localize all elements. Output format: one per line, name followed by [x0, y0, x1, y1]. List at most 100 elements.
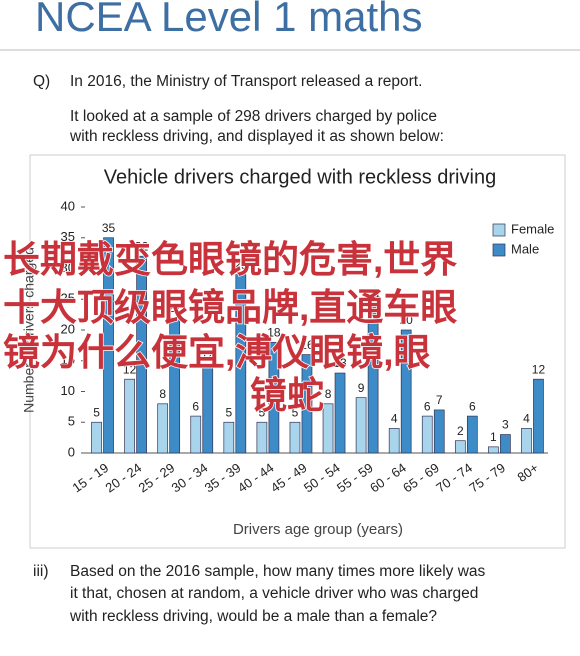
- value-label: 13: [333, 356, 347, 370]
- bar: [466, 415, 478, 454]
- x-axis-title: Drivers age group (years): [233, 521, 403, 538]
- legend-label: Female: [511, 221, 554, 236]
- value-label: 2: [457, 424, 464, 438]
- x-tick-label: 70 - 74: [433, 460, 475, 496]
- value-label: 18: [267, 325, 281, 339]
- bar: [169, 317, 181, 454]
- bar: [157, 403, 169, 454]
- bar: [91, 421, 102, 454]
- value-label: 5: [292, 405, 299, 419]
- bar: [103, 237, 114, 454]
- bar: [355, 397, 367, 454]
- y-axis-title: Number of drivers charged: [21, 247, 37, 413]
- x-tick-label: 60 - 64: [367, 460, 409, 496]
- bar: [202, 366, 214, 454]
- value-label: 35: [102, 221, 116, 235]
- value-label: 5: [93, 405, 100, 419]
- value-label: 6: [469, 399, 476, 413]
- value-label: 5: [225, 405, 232, 419]
- x-tick-label: 40 - 44: [235, 460, 277, 496]
- bar: [235, 274, 247, 454]
- part-line: it that, chosen at random, a vehicle dri…: [70, 585, 478, 602]
- bar: [367, 305, 379, 454]
- bar: [301, 354, 313, 454]
- legend-label: Male: [511, 241, 539, 256]
- value-label: 22: [168, 301, 182, 315]
- value-label: 29: [234, 258, 248, 272]
- y-tick-label: 25: [61, 291, 75, 306]
- x-tick-label: 80+: [514, 460, 541, 485]
- value-label: 16: [300, 338, 314, 352]
- bar: [454, 440, 466, 454]
- chart-title: Vehicle drivers charged with reckless dr…: [104, 166, 496, 188]
- question-line: It looked at a sample of 298 drivers cha…: [70, 108, 437, 125]
- question-marker: Q): [33, 73, 50, 90]
- part-marker: iii): [33, 563, 49, 580]
- x-tick-label: 75 - 79: [466, 460, 508, 496]
- overlay-text: 镜为什么便宜,溥仪眼镜,眼: [3, 332, 431, 373]
- y-tick-label: 10: [61, 383, 75, 398]
- bar: [223, 421, 235, 454]
- y-tick-label: 0: [68, 444, 75, 459]
- y-tick-label: 35: [61, 229, 75, 244]
- header-title: NCEA Level 1 maths: [35, 0, 423, 40]
- overlay: 长期戴变色眼镜的危害,世界十大顶级眼镜品牌,直通车眼镜为什么便宜,溥仪眼镜,眼镜…: [2, 238, 458, 417]
- x-tick-label: 30 - 34: [169, 460, 211, 496]
- bar: [500, 434, 511, 454]
- value-label: 1: [490, 430, 497, 444]
- x-tick-label: 15 - 19: [69, 460, 111, 496]
- bar: [289, 421, 301, 454]
- value-label: 8: [325, 387, 332, 401]
- value-label: 5: [259, 405, 266, 419]
- x-tick-label: 35 - 39: [202, 460, 244, 496]
- bar: [388, 428, 400, 454]
- bar: [521, 428, 532, 454]
- bar: [322, 403, 334, 454]
- x-tick-label: 50 - 54: [301, 460, 343, 496]
- x-tick-label: 20 - 24: [103, 460, 145, 496]
- overlay-text: 长期戴变色眼镜的危害,世界: [3, 239, 457, 280]
- value-label: 6: [192, 399, 199, 413]
- value-label: 14: [201, 350, 215, 364]
- value-label: 32: [135, 239, 149, 253]
- x-tick-label: 55 - 59: [334, 460, 376, 496]
- chart-frame: [29, 154, 566, 549]
- value-label: 12: [123, 362, 137, 376]
- y-tick-label: 30: [61, 260, 75, 275]
- legend-swatch: [492, 223, 506, 237]
- bar: [268, 341, 280, 454]
- legend-swatch: [492, 243, 506, 257]
- value-label: 20: [399, 313, 413, 327]
- question-line: with reckless driving, and displayed it …: [69, 128, 444, 145]
- bar: [256, 421, 268, 454]
- bar: [400, 329, 412, 454]
- value-label: 4: [523, 412, 530, 426]
- value-label: 9: [358, 381, 365, 395]
- bar: [533, 378, 544, 454]
- bar: [124, 378, 135, 454]
- value-label: 24: [366, 289, 380, 303]
- overlay-text: 十大顶级眼镜品牌,直通车眼: [3, 287, 457, 328]
- value-label: 7: [436, 393, 443, 407]
- value-label: 12: [532, 362, 546, 376]
- y-tick-label: 20: [61, 321, 75, 336]
- value-label: 6: [424, 399, 431, 413]
- y-tick-label: 15: [61, 352, 75, 367]
- bar: [334, 372, 346, 454]
- bar: [433, 409, 445, 454]
- overlay-text: 镜蛇: [250, 375, 324, 416]
- part-line: Based on the 2016 sample, how many times…: [70, 563, 486, 580]
- y-tick-label: 40: [61, 198, 75, 213]
- bar: [190, 415, 202, 454]
- question-line: In 2016, the Ministry of Transport relea…: [70, 73, 422, 90]
- bar: [421, 415, 433, 454]
- x-tick-label: 45 - 49: [268, 460, 310, 496]
- x-tick-label: 25 - 29: [136, 460, 178, 496]
- value-label: 3: [502, 418, 509, 432]
- bar: [136, 255, 147, 454]
- y-tick-label: 5: [68, 414, 75, 429]
- part-line: with reckless driving, would be a male t…: [69, 608, 437, 625]
- value-label: 8: [159, 387, 166, 401]
- bar: [488, 446, 499, 454]
